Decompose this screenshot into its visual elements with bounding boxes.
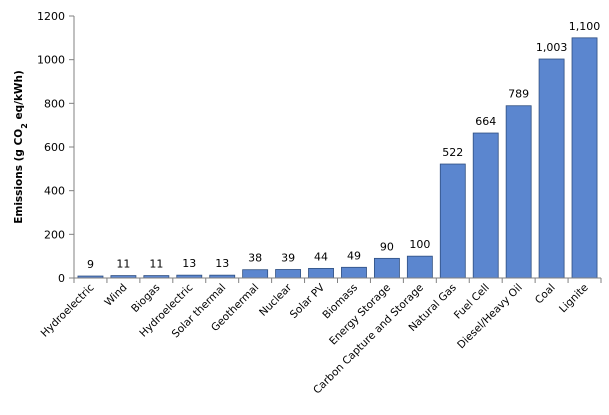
data-label: 13 [215,257,229,270]
y-tick-label: 600 [44,141,65,154]
y-tick-label: 800 [44,97,65,110]
data-label: 1,100 [569,20,601,33]
data-label: 789 [508,88,529,101]
y-axis-title-prefix: Emissions (g CO [13,129,25,224]
data-label: 9 [87,258,94,271]
data-label: 1,003 [536,41,568,54]
x-category-label: Diesel/Heavy Oil [455,282,525,352]
y-axis: 0 200 400 600 800 1000 1200 [37,10,75,285]
data-label: 90 [380,240,394,253]
data-labels: 9 11 11 13 13 38 39 44 49 90 100 522 664 789 1,0031,10… [87,20,600,271]
bar [341,266,367,279]
bar [373,257,400,279]
y-axis-title: Emissions (g CO2 eq/kWh) [13,70,29,224]
bar-series [77,37,598,279]
bar [571,37,598,279]
bar [242,269,269,279]
data-label: 13 [182,257,196,270]
y-tick-label: 400 [44,185,65,198]
x-category-label: Lignite [557,282,591,316]
data-label: 11 [149,258,163,271]
data-label: 664 [475,115,496,128]
bar [472,132,499,279]
bar [505,105,532,279]
data-label: 522 [442,146,463,159]
y-tick-label: 1200 [37,10,65,23]
bar [406,255,433,279]
y-axis-title-suffix: eq/kWh) [13,70,25,123]
x-axis: Hydroelectric Wind BiogasHydroelectricSola… [39,277,602,396]
bar [439,163,466,279]
x-category-label: Hydroelectric [39,281,97,339]
bar [538,58,565,279]
y-tick-label: 1000 [37,54,65,67]
y-axis-title-subscript: 2 [20,123,29,129]
svg-text:Emissions (g CO2 eq/kWh): Emissions (g CO2 eq/kWh) [13,70,29,224]
y-tick-label: 200 [44,228,65,241]
bar [308,267,334,279]
data-label: 49 [347,249,361,262]
bar [275,269,302,279]
data-label: 39 [281,251,295,264]
data-label: 100 [409,238,430,251]
y-tick-label: 0 [58,272,65,285]
data-label: 11 [116,258,130,271]
x-category-label: Wind [102,282,129,309]
data-label: 44 [314,250,328,263]
data-label: 38 [248,252,262,265]
x-category-label: Coal [533,282,558,307]
